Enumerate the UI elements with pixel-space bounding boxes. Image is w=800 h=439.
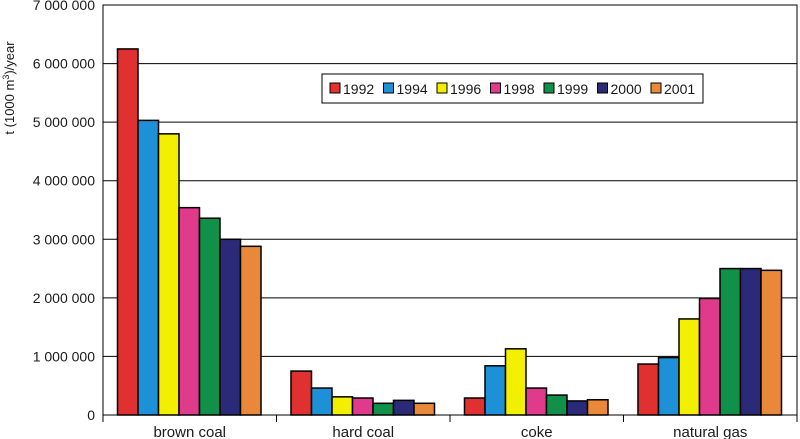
legend-swatch (650, 82, 662, 94)
bar (290, 370, 313, 416)
legend-label: 1992 (343, 81, 374, 97)
legend-label: 2000 (611, 81, 642, 97)
y-axis-label: t (1000 m3)/year (1, 41, 17, 135)
y-tick-label: 4 000 000 (33, 173, 95, 189)
bars (116, 48, 783, 416)
y-tick-labels: 0 1 000 000 2 000 000 3 000 000 4 000 000 5 0… (33, 0, 96, 423)
category-label: hard coal (332, 424, 394, 439)
legend-swatch (383, 82, 394, 94)
bar (760, 269, 783, 416)
bar (566, 400, 589, 416)
y-tick-label: 3 000 000 (33, 231, 95, 247)
bar (525, 387, 548, 416)
y-tick-label: 6 000 000 (33, 56, 95, 72)
category-label: natural gas (673, 424, 747, 439)
y-tick-label: 2 000 000 (33, 290, 95, 306)
bar (739, 267, 762, 416)
legend-label: 1994 (397, 81, 428, 97)
bar (637, 363, 660, 416)
legend-swatch (597, 82, 608, 94)
y-tick-label: 1 000 000 (33, 348, 95, 364)
bar (719, 267, 742, 416)
legend-swatch (543, 82, 555, 94)
legend-label: 2001 (664, 81, 695, 97)
bar (463, 397, 486, 416)
bar (392, 399, 415, 416)
category-labels: brown coal hard coal coke natural gas (153, 424, 747, 439)
legend-label: 1996 (450, 81, 481, 97)
bar (698, 297, 721, 416)
bar (198, 217, 221, 416)
bar (178, 206, 201, 416)
bar (351, 397, 374, 416)
bar (657, 356, 680, 416)
y-tick-label: 5 000 000 (33, 114, 95, 130)
axes (102, 4, 798, 422)
legend-swatch (436, 82, 448, 94)
bar (239, 245, 262, 416)
y-tick-label: 7 000 000 (33, 0, 95, 13)
bar (545, 394, 568, 416)
bar (157, 133, 180, 416)
legend-swatch (329, 82, 341, 94)
bar (137, 119, 160, 416)
legend-label: 1999 (557, 81, 588, 97)
bar (372, 402, 395, 416)
bar (331, 396, 354, 416)
category-label: brown coal (153, 424, 226, 439)
bar (219, 238, 242, 416)
bar (586, 399, 609, 416)
legend-swatch (490, 82, 501, 94)
bar (678, 318, 701, 416)
y-tick-label: 0 (87, 407, 95, 423)
bar (484, 365, 507, 416)
bar (310, 387, 333, 416)
bar (116, 48, 139, 416)
bar (413, 402, 436, 416)
legend-label: 1998 (504, 81, 535, 97)
legend: 1992 1994 1996 1998 1999 2000 2001 (321, 73, 704, 104)
category-label: coke (521, 424, 553, 439)
bar (504, 348, 527, 416)
